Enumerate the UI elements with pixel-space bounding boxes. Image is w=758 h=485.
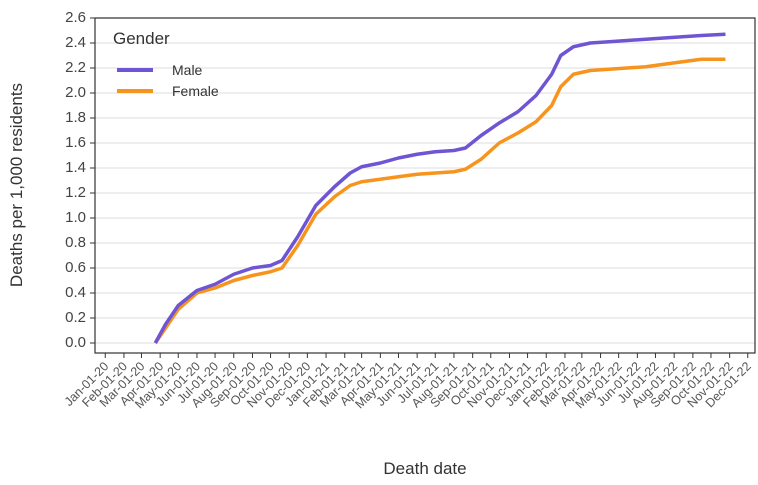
legend-label: Male <box>172 62 203 78</box>
y-tick-label: 0.8 <box>65 234 86 251</box>
y-tick-label: 1.0 <box>65 209 86 226</box>
y-tick-label: 2.6 <box>65 9 86 26</box>
series-line <box>153 57 726 344</box>
y-axis-label: Deaths per 1,000 residents <box>7 83 26 287</box>
legend-title: Gender <box>113 29 170 48</box>
y-tick-label: 1.8 <box>65 109 86 126</box>
y-tick-label: 0.4 <box>65 284 86 301</box>
y-tick-label: 2.4 <box>65 34 86 51</box>
series-line <box>153 32 726 344</box>
y-tick-label: 0.6 <box>65 259 86 276</box>
legend-label: Female <box>172 83 219 99</box>
y-tick-label: 0.2 <box>65 309 86 326</box>
y-tick-label: 2.0 <box>65 84 86 101</box>
x-axis-label: Death date <box>383 459 466 478</box>
y-tick-label: 2.2 <box>65 59 86 76</box>
y-tick-label: 1.2 <box>65 184 86 201</box>
plot-frame <box>94 17 756 354</box>
y-tick-label: 1.6 <box>65 134 86 151</box>
y-tick-label: 1.4 <box>65 159 86 176</box>
y-tick-label: 0.0 <box>65 334 86 351</box>
